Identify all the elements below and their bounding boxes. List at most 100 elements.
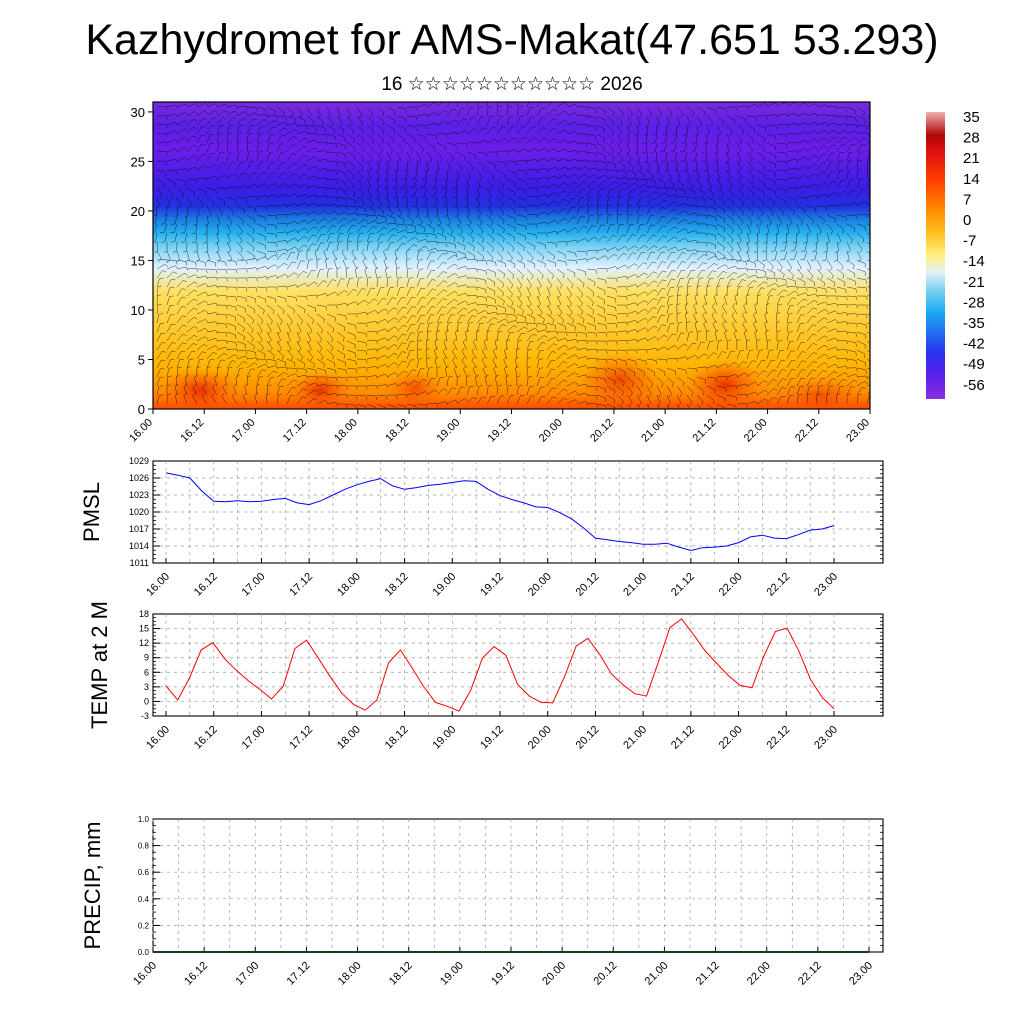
temp-ytick-label: 3 <box>144 682 149 692</box>
precip-xtick-label: 23.00 <box>847 960 875 988</box>
temp-ytick-label: 18 <box>139 609 149 619</box>
xsec-xtick-label: 18.12 <box>383 417 411 445</box>
cross-section-panel: 0 5 10 15 20 25 30 16.00 16.12 17.00 17.12 18.00 18.… <box>127 101 985 445</box>
colorbar-label: 14 <box>963 171 980 188</box>
pmsl-xtick-label: 19.00 <box>430 571 458 599</box>
precip-xtick-label: 18.00 <box>336 960 364 988</box>
temp-xtick-label: 19.12 <box>478 724 506 752</box>
pmsl-xtick-label: 17.00 <box>240 571 268 599</box>
colorbar-label: -56 <box>963 377 985 394</box>
precip-xtick-label: 19.12 <box>489 960 517 988</box>
xsec-ytick-label: 25 <box>131 154 145 169</box>
xsec-ytick-label: 5 <box>138 352 145 367</box>
temp-xtick-label: 22.12 <box>764 724 792 752</box>
warm-spot-4 <box>580 352 660 408</box>
pmsl-xtick-label: 21.00 <box>621 571 649 599</box>
precip-xtick-label: 20.12 <box>591 960 619 988</box>
colorbar <box>926 112 945 399</box>
precip-ytick-label: 0.0 <box>138 948 150 957</box>
colorbar-label: -21 <box>963 274 985 291</box>
temp-ytick-label: 15 <box>139 624 149 634</box>
colorbar-label: -42 <box>963 336 985 353</box>
precip-ytick-label: 0.2 <box>138 921 150 930</box>
xsec-xtick-label: 21.12 <box>691 417 719 445</box>
precip-ytick-label: 0.6 <box>138 868 150 877</box>
colorbar-label: 7 <box>963 191 971 208</box>
pmsl-xtick-label: 20.12 <box>574 571 602 599</box>
temp-xtick-label: 18.00 <box>335 724 363 752</box>
warm-spot-2 <box>290 372 350 408</box>
temp-ytick-label: 0 <box>144 696 149 706</box>
pmsl-xtick-label: 16.00 <box>144 571 172 599</box>
temp-frame <box>152 613 884 717</box>
pmsl-line <box>165 472 835 552</box>
precip-xtick-label: 22.12 <box>796 960 824 988</box>
pmsl-ylabel: PMSL <box>79 482 104 542</box>
colorbar-label: -35 <box>963 315 985 332</box>
wind-barb-field <box>153 102 870 409</box>
pmsl-ytick-label: 1020 <box>129 507 149 517</box>
xsec-xtick-label: 17.12 <box>281 417 309 445</box>
xsec-xtick-label: 21.00 <box>639 417 667 445</box>
temp-xtick-label: 20.12 <box>574 724 602 752</box>
precip-xtick-label: 17.12 <box>285 960 313 988</box>
temp-xtick-label: 21.00 <box>621 724 649 752</box>
pmsl-xtick-label: 18.12 <box>383 571 411 599</box>
pmsl-xtick-label: 16.12 <box>192 571 220 599</box>
pmsl-xtick-label: 22.00 <box>717 571 745 599</box>
warm-spot-3 <box>387 370 443 406</box>
xsec-xtick-label: 20.12 <box>588 417 616 445</box>
pmsl-ytick-label: 1017 <box>129 524 149 534</box>
pmsl-xtick-label: 20.00 <box>526 571 554 599</box>
temp-xtick-label: 22.00 <box>717 724 745 752</box>
temp-panel: -3 0 3 6 9 12 15 18 16.00 16.12 17.00 17.12 18.00 18.… <box>87 601 884 752</box>
xsec-ytick-label: 15 <box>131 253 145 268</box>
colorbar-label: -49 <box>963 356 985 373</box>
precip-xtick-label: 19.00 <box>438 960 466 988</box>
temp-ytick-label: 6 <box>144 667 149 677</box>
chart-subtitle: 16 ☆☆☆☆☆☆☆☆☆☆☆ 2026 <box>0 73 1024 97</box>
temp-xtick-label: 18.12 <box>383 724 411 752</box>
precip-ylabel: PRECIP, mm <box>80 822 105 950</box>
chart-title: Kazhydromet for AMS-Makat(47.651 53.293) <box>85 16 939 64</box>
precip-xtick-label: 22.00 <box>745 960 773 988</box>
xsec-xtick-label: 19.12 <box>486 417 514 445</box>
subtitle-month: ☆☆☆☆☆☆☆☆☆☆☆ <box>407 74 596 95</box>
precip-xtick-label: 20.00 <box>540 960 568 988</box>
pmsl-ytick-label: 1011 <box>130 558 149 568</box>
wind-barbs <box>153 102 870 409</box>
warm-spot-6 <box>780 377 860 409</box>
xsec-ytick-label: 0 <box>138 402 145 417</box>
temp-ytick-label: -3 <box>141 711 149 721</box>
xsec-ytick-label: 30 <box>131 105 145 120</box>
precip-ytick-label: 0.4 <box>138 895 150 904</box>
pmsl-ytick-label: 1023 <box>129 490 149 500</box>
temp-xtick-label: 23.00 <box>812 724 840 752</box>
precip-xtick-label: 16.12 <box>182 960 210 988</box>
xsec-xtick-label: 22.00 <box>742 417 770 445</box>
precip-xtick-label: 17.00 <box>233 960 261 988</box>
colorbar-label: -14 <box>963 253 985 270</box>
temp-xtick-label: 16.00 <box>144 724 172 752</box>
xsec-xtick-label: 23.00 <box>844 417 872 445</box>
xsec-xtick-label: 16.12 <box>178 417 206 445</box>
pmsl-xtick-label: 18.00 <box>335 571 363 599</box>
pmsl-xtick-label: 17.12 <box>287 571 315 599</box>
temp-xtick-label: 17.12 <box>287 724 315 752</box>
xsec-ytick-label: 20 <box>131 204 145 219</box>
pmsl-xtick-label: 19.12 <box>478 571 506 599</box>
precip-ytick-label: 0.8 <box>138 842 150 851</box>
xsec-xtick-label: 20.00 <box>537 417 565 445</box>
precip-xtick-label: 21.12 <box>694 960 722 988</box>
temp-ytick-label: 12 <box>139 638 149 648</box>
precip-xtick-label: 16.00 <box>131 960 159 988</box>
pmsl-ytick-label: 1029 <box>129 456 149 466</box>
pmsl-panel: 1011 1014 1017 1020 1023 1026 1029 16.00 16.12 17… <box>79 456 884 599</box>
xsec-xtick-label: 16.00 <box>127 417 155 445</box>
temperature-field <box>153 102 870 409</box>
colorbar-label: 21 <box>963 150 980 167</box>
precip-frame <box>152 818 884 953</box>
precip-ytick-label: 1.0 <box>138 815 150 824</box>
colorbar-label: 35 <box>963 109 980 126</box>
temp-xtick-label: 21.12 <box>669 724 697 752</box>
